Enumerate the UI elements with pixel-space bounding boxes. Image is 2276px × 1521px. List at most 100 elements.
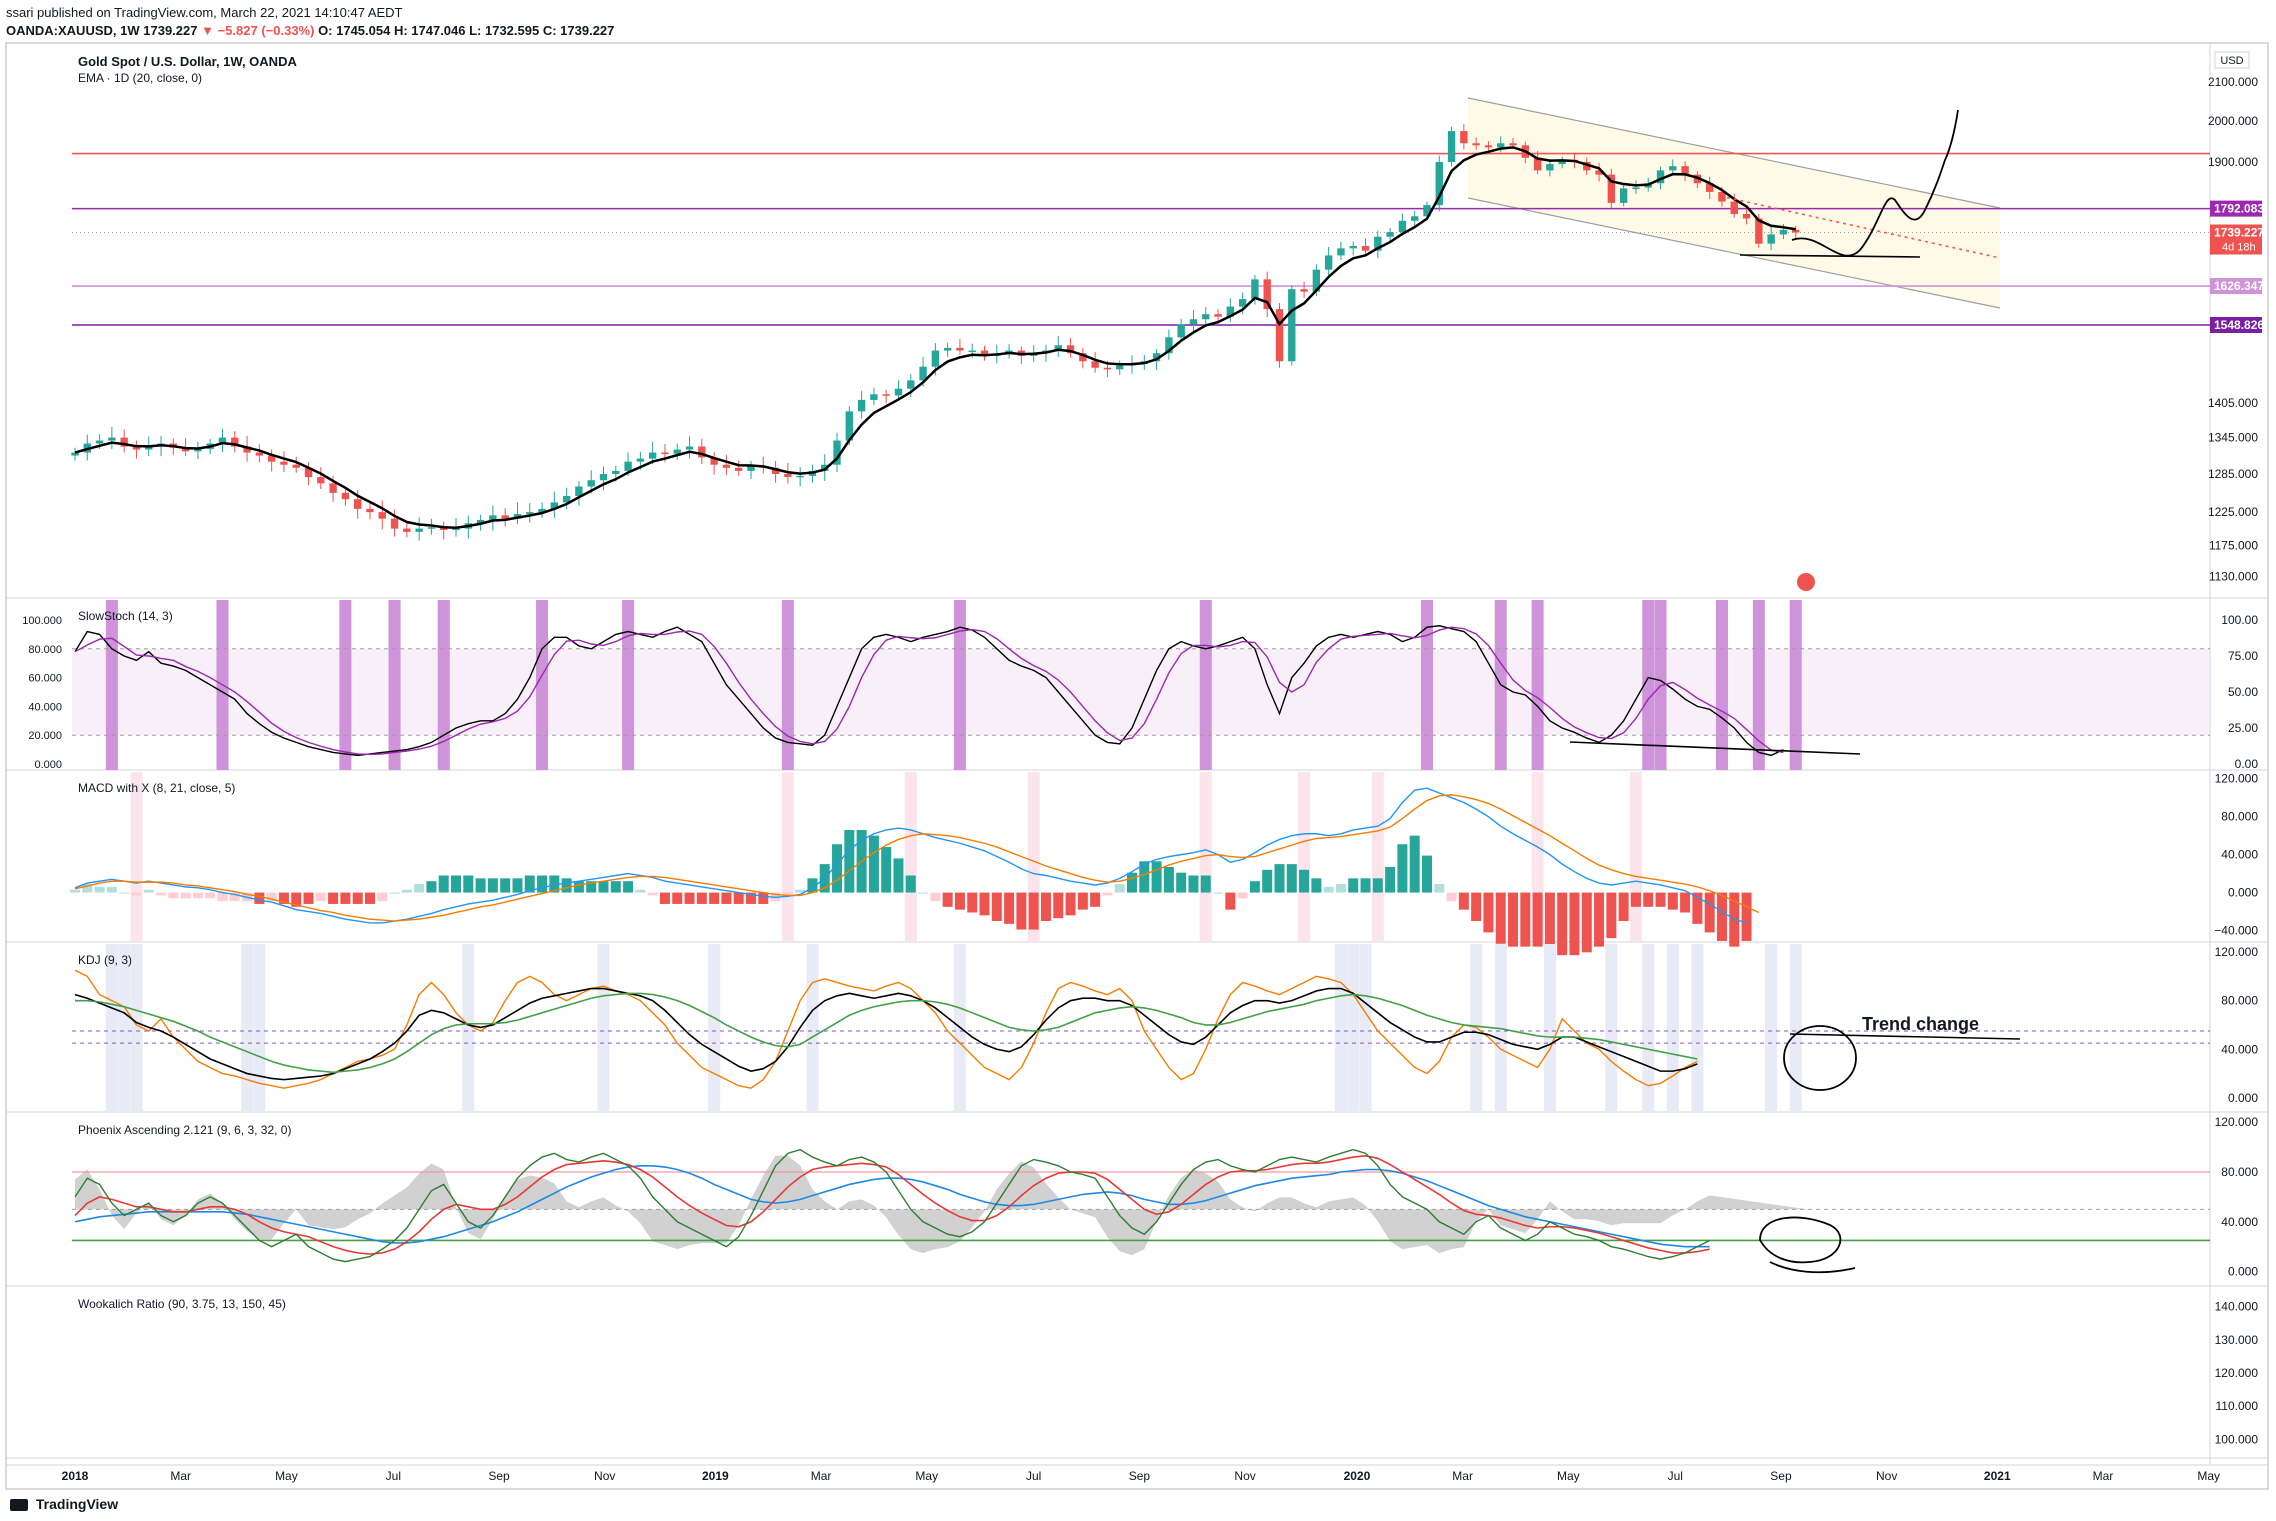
macd-histogram-bar: [1520, 892, 1531, 947]
time-axis-tick: May: [2197, 1469, 2220, 1483]
wookalich-y-tick: 130.000: [2215, 1333, 2259, 1347]
kdj-d-line: [75, 992, 1698, 1074]
hand-drawn-support: [1739, 254, 1921, 258]
hand-drawn-projection: [1791, 109, 1959, 257]
candle-body: [538, 508, 546, 513]
time-axis-tick: 2020: [1344, 1469, 1371, 1483]
macd-histogram-bar: [1471, 892, 1482, 922]
macd-y-tick: 40.000: [2221, 848, 2258, 862]
macd-y-tick: −40.000: [2214, 924, 2258, 938]
price-label-value: 1548.826: [2214, 318, 2264, 332]
candle-body: [1214, 314, 1222, 317]
macd-highlight-bar: [130, 772, 143, 942]
candle-body: [267, 455, 276, 462]
macd-histogram-bar: [979, 892, 990, 916]
macd-histogram-bar: [721, 892, 732, 904]
candle-body: [1779, 229, 1788, 235]
kdj-y-tick: 120.000: [2215, 945, 2259, 959]
candle-body: [1312, 269, 1321, 292]
stoch-y-tick-left: 0.000: [34, 759, 62, 771]
candle-body: [71, 452, 79, 456]
macd-histogram-bar: [1360, 878, 1371, 893]
candle-body: [1091, 361, 1099, 368]
candle-body: [980, 350, 989, 356]
macd-line: [74, 787, 1747, 924]
macd-y-tick: 0.000: [2228, 886, 2258, 900]
macd-histogram-bar: [1114, 884, 1125, 893]
macd-histogram-bar: [881, 847, 892, 893]
candle-body: [1497, 143, 1505, 148]
candle-body: [1374, 236, 1382, 251]
macd-histogram-bar: [426, 881, 437, 893]
price-chart-title: Gold Spot / U.S. Dollar, 1W, OANDA: [78, 54, 297, 69]
macd-histogram-bar: [1188, 875, 1199, 893]
macd-histogram-bar: [1040, 892, 1051, 922]
macd-histogram-bar: [1434, 884, 1445, 893]
candle-body: [1619, 188, 1628, 203]
macd-histogram-bar: [463, 875, 474, 893]
stoch-highlight-bar: [536, 600, 549, 770]
macd-histogram-bar: [1508, 892, 1519, 947]
price-y-tick: 1225.000: [2208, 505, 2258, 519]
candle-body: [1324, 255, 1333, 270]
candle-body: [1460, 131, 1468, 144]
candle-body: [931, 350, 940, 367]
candle-body: [1226, 306, 1235, 317]
wookalich-y-tick: 140.000: [2215, 1300, 2259, 1314]
candle-body: [255, 452, 264, 456]
time-axis-tick: Mar: [1452, 1469, 1473, 1483]
macd-histogram-bar: [1286, 864, 1297, 893]
candle-body: [943, 347, 952, 351]
macd-histogram-bar: [131, 892, 142, 896]
candle-body: [1435, 161, 1443, 206]
candle-body: [329, 483, 337, 493]
time-axis-tick: Nov: [594, 1469, 615, 1483]
kdj-highlight-bar: [806, 944, 819, 1112]
kdj-highlight-bar: [1359, 944, 1372, 1112]
macd-histogram-bar: [1704, 892, 1715, 933]
kdj-highlight-bar: [1765, 944, 1778, 1112]
macd-histogram-bar: [954, 892, 965, 910]
macd-histogram-bar: [1692, 892, 1703, 924]
macd-histogram-bar: [942, 892, 953, 907]
publisher-line: ssari published on TradingView.com, Marc…: [6, 5, 403, 20]
macd-histogram-bar: [254, 892, 265, 904]
candle-body: [95, 440, 104, 444]
kdj-highlight-bar: [708, 944, 721, 1112]
kdj-k-line: [74, 987, 1698, 1081]
candle-body: [587, 480, 595, 487]
time-axis-tick: 2018: [62, 1469, 89, 1483]
macd-histogram-bar: [1028, 892, 1039, 930]
kdj-highlight-bar: [1605, 944, 1618, 1112]
candle-body: [1288, 289, 1296, 362]
macd-histogram-bar: [1237, 892, 1248, 899]
candle-body: [1337, 248, 1345, 256]
symbol-line: OANDA:XAUUSD, 1W 1739.227 ▼ −5.827 (−0.3…: [6, 22, 614, 40]
macd-histogram-bar: [573, 881, 584, 893]
ema-indicator-label: EMA · 1D (20, close, 0): [78, 71, 202, 85]
time-axis-tick: Mar: [811, 1469, 832, 1483]
macd-histogram-bar: [905, 875, 916, 893]
candle-body: [1730, 201, 1738, 215]
kdj-highlight-bar: [1789, 944, 1802, 1112]
macd-histogram-bar: [340, 892, 351, 904]
candle-body: [661, 452, 669, 455]
candle-body: [1509, 143, 1517, 146]
candle-body: [821, 464, 829, 471]
time-axis-tick: Mar: [170, 1469, 191, 1483]
macd-histogram-bar: [1213, 892, 1224, 894]
stoch-highlight-bar: [622, 600, 635, 770]
macd-histogram-bar: [70, 889, 80, 893]
candle-body: [1152, 353, 1161, 362]
macd-histogram-bar: [1311, 878, 1322, 893]
macd-histogram-bar: [1065, 892, 1076, 916]
stoch-k-line: [74, 625, 1784, 757]
stoch-highlight-bar: [1531, 600, 1544, 770]
macd-histogram-bar: [1667, 892, 1678, 910]
price-y-tick: 1345.000: [2208, 431, 2258, 445]
candle-body: [599, 473, 608, 481]
stoch-highlight-bar: [781, 600, 794, 770]
candle-body: [698, 446, 706, 458]
macd-histogram-bar: [795, 889, 806, 893]
time-axis-tick: Jul: [1668, 1469, 1683, 1483]
